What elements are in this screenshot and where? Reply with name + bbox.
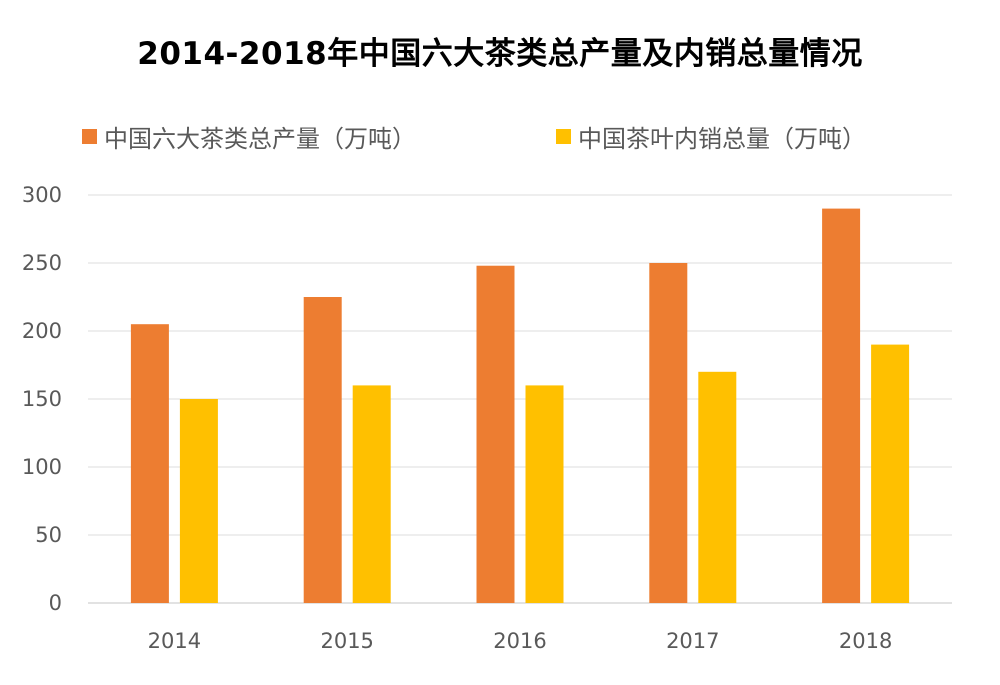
bar-total-production — [649, 263, 688, 603]
bar-total-production — [303, 297, 342, 603]
x-tick-label: 2016 — [493, 629, 546, 653]
y-tick-label: 200 — [22, 319, 62, 343]
legend-label-total-production: 中国六大茶类总产量（万吨） — [104, 124, 416, 153]
y-tick-label: 50 — [35, 523, 62, 547]
x-tick-label: 2017 — [666, 629, 719, 653]
bar-domestic-sales — [525, 385, 564, 603]
legend-label-domestic-sales: 中国茶叶内销总量（万吨） — [578, 124, 866, 153]
y-tick-label: 300 — [22, 183, 62, 207]
bar-domestic-sales — [179, 399, 218, 603]
bar-total-production — [822, 208, 861, 603]
x-tick-label: 2015 — [320, 629, 373, 653]
legend-item-domestic-sales: 中国茶叶内销总量（万吨） — [556, 118, 866, 154]
chart-title: 2014-2018年中国六大茶类总产量及内销总量情况 — [137, 36, 863, 72]
bar-domestic-sales — [698, 371, 737, 603]
legend-swatch-total-production — [82, 128, 97, 144]
x-tick-label: 2014 — [148, 629, 201, 653]
x-tick-label: 2018 — [839, 629, 892, 653]
bar-total-production — [130, 324, 169, 603]
y-tick-label: 100 — [22, 455, 62, 479]
bar-domestic-sales — [871, 344, 910, 603]
legend-item-total-production: 中国六大茶类总产量（万吨） — [82, 118, 416, 154]
y-tick-label: 250 — [22, 251, 62, 275]
bar-domestic-sales — [352, 385, 391, 603]
y-tick-label: 0 — [49, 591, 62, 615]
chart-legend: 中国六大茶类总产量（万吨） 中国茶叶内销总量（万吨） — [80, 118, 940, 154]
y-tick-label: 150 — [22, 387, 62, 411]
legend-swatch-domestic-sales — [556, 128, 571, 144]
bar-total-production — [476, 265, 515, 603]
